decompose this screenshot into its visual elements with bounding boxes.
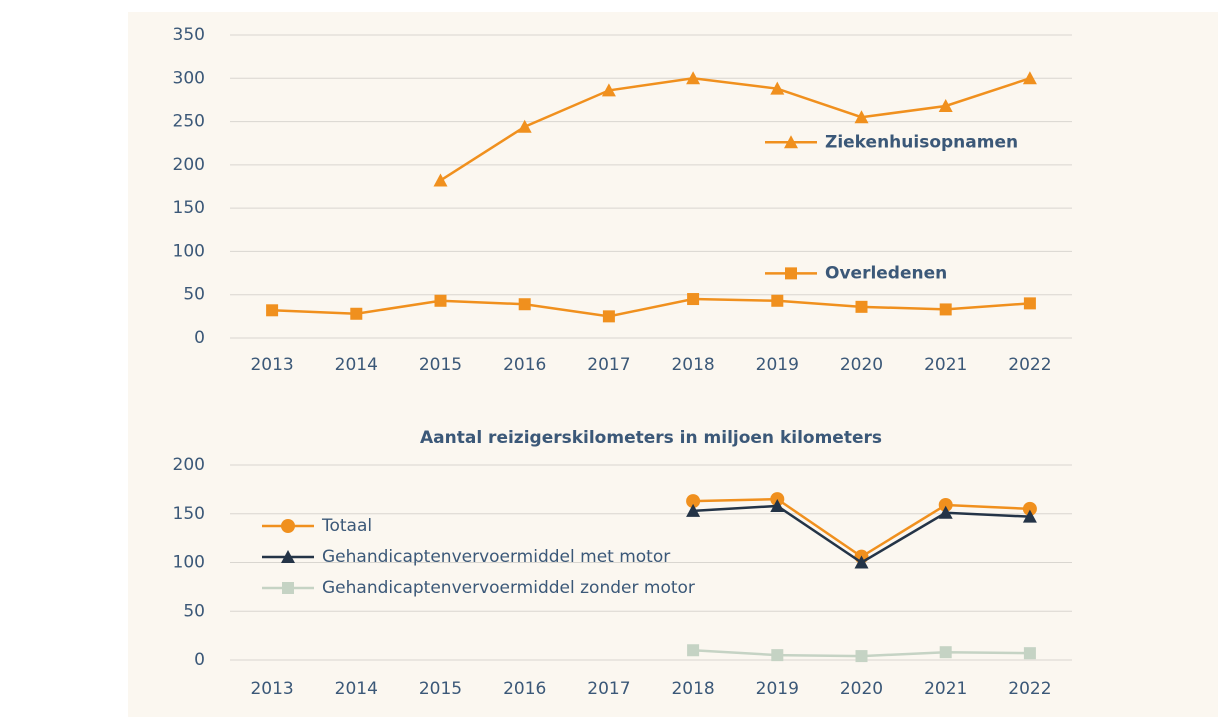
marker xyxy=(855,300,868,313)
y-tick-label: 0 xyxy=(194,650,205,670)
x-tick-label: 2013 xyxy=(250,679,293,699)
y-tick-label: 100 xyxy=(173,241,205,261)
y-tick-label: 50 xyxy=(183,601,205,621)
x-tick-label: 2022 xyxy=(1008,679,1051,699)
marker xyxy=(434,294,447,307)
marker xyxy=(770,81,785,95)
x-tick-label: 2022 xyxy=(1008,355,1051,375)
marker xyxy=(1023,297,1036,310)
marker xyxy=(686,494,701,509)
marker xyxy=(1023,647,1036,660)
marker xyxy=(771,294,784,307)
marker xyxy=(854,555,869,569)
x-tick-label: 2019 xyxy=(756,679,799,699)
legend-label: Gehandicaptenvervoermiddel zonder motor xyxy=(322,578,695,598)
legend-label: Gehandicaptenvervoermiddel met motor xyxy=(322,547,670,567)
y-tick-label: 50 xyxy=(183,285,205,305)
legend-label: Overledenen xyxy=(825,263,947,283)
x-tick-label: 2021 xyxy=(924,679,967,699)
marker xyxy=(686,71,701,85)
x-tick-label: 2014 xyxy=(335,679,378,699)
x-tick-label: 2021 xyxy=(924,355,967,375)
x-tick-label: 2015 xyxy=(419,679,462,699)
y-tick-label: 350 xyxy=(173,25,205,45)
marker xyxy=(784,135,798,149)
marker xyxy=(855,650,868,663)
x-tick-label: 2020 xyxy=(840,355,883,375)
marker xyxy=(938,497,953,512)
x-tick-label: 2014 xyxy=(335,355,378,375)
y-tick-label: 300 xyxy=(173,68,205,88)
series-line xyxy=(439,77,1031,182)
marker xyxy=(433,173,448,187)
marker xyxy=(266,304,279,317)
x-tick-label: 2017 xyxy=(587,679,630,699)
x-tick-label: 2016 xyxy=(503,355,546,375)
marker xyxy=(281,519,295,533)
marker xyxy=(939,303,952,316)
x-tick-label: 2016 xyxy=(503,679,546,699)
series-line xyxy=(272,297,1030,318)
marker xyxy=(1022,71,1037,85)
marker xyxy=(1022,501,1037,516)
x-tick-label: 2018 xyxy=(671,355,714,375)
y-tick-label: 150 xyxy=(173,504,205,524)
marker xyxy=(785,267,797,280)
y-tick-label: 200 xyxy=(173,455,205,475)
marker xyxy=(770,498,785,512)
y-tick-label: 150 xyxy=(173,198,205,218)
marker xyxy=(281,550,295,563)
marker xyxy=(854,110,869,124)
marker xyxy=(686,503,701,517)
marker xyxy=(938,505,953,519)
x-tick-label: 2015 xyxy=(419,355,462,375)
y-tick-label: 200 xyxy=(173,155,205,175)
marker xyxy=(771,649,784,662)
x-tick-label: 2020 xyxy=(840,679,883,699)
chart-bg xyxy=(128,12,1218,717)
x-tick-label: 2019 xyxy=(756,355,799,375)
marker xyxy=(282,582,294,594)
marker xyxy=(601,83,616,97)
x-tick-label: 2017 xyxy=(587,355,630,375)
marker xyxy=(517,119,532,133)
marker xyxy=(687,644,700,657)
x-tick-label: 2018 xyxy=(671,679,714,699)
chart-title: Aantal reizigerskilometers in miljoen ki… xyxy=(420,428,882,448)
marker xyxy=(518,298,531,311)
marker xyxy=(938,98,953,112)
y-tick-label: 250 xyxy=(173,112,205,132)
y-tick-label: 0 xyxy=(194,328,205,348)
x-tick-label: 2013 xyxy=(250,355,293,375)
marker xyxy=(939,646,952,659)
legend-label: Totaal xyxy=(321,516,372,536)
y-tick-label: 100 xyxy=(173,553,205,573)
marker xyxy=(1022,509,1037,523)
legend-label: Ziekenhuisopnamen xyxy=(825,132,1018,152)
marker xyxy=(687,293,700,306)
marker xyxy=(602,310,615,323)
marker xyxy=(350,307,363,320)
